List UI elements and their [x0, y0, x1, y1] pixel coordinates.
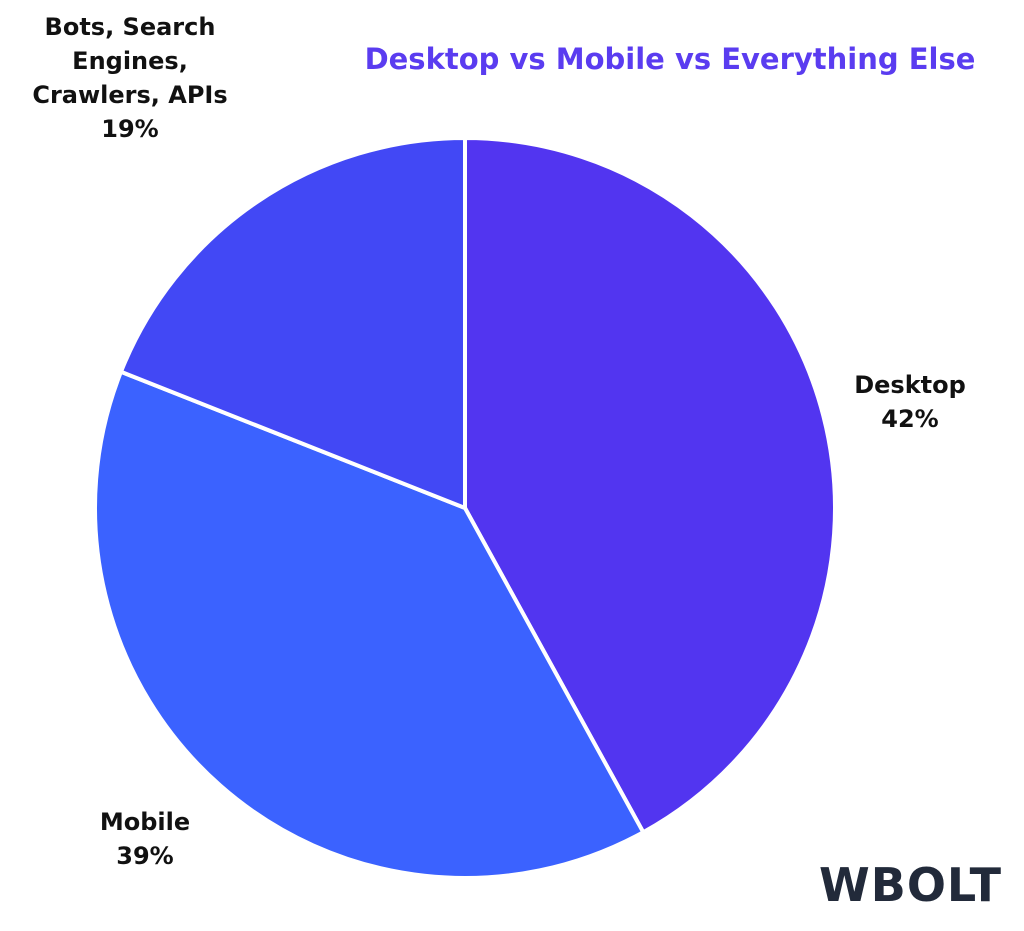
- slice-label: Desktop 42%: [810, 368, 1010, 436]
- slice-label: Mobile 39%: [45, 805, 245, 873]
- pie-slice: [93, 369, 646, 880]
- chart-title: Desktop vs Mobile vs Everything Else: [364, 42, 976, 76]
- pie-slice: [463, 136, 837, 835]
- value-label: 39%: [116, 842, 174, 870]
- category-label: Desktop: [854, 371, 966, 399]
- category-label: Mobile: [99, 808, 191, 836]
- category-label: Bots, Search Engines, Crawlers, APIs: [32, 13, 228, 109]
- pie-slice: [118, 136, 467, 510]
- slice-label: Bots, Search Engines, Crawlers, APIs 19%: [15, 10, 245, 146]
- logo: WBOLT: [819, 858, 1002, 912]
- value-label: 42%: [881, 405, 939, 433]
- value-label: 19%: [101, 115, 159, 143]
